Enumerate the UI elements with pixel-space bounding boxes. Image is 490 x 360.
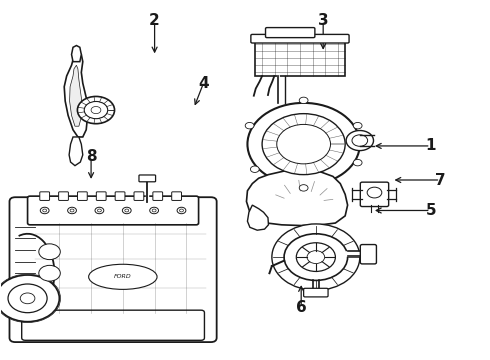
FancyBboxPatch shape <box>22 310 204 340</box>
Circle shape <box>247 103 360 185</box>
Text: 7: 7 <box>435 172 446 188</box>
Polygon shape <box>72 45 81 62</box>
Circle shape <box>91 107 101 114</box>
Circle shape <box>262 114 345 175</box>
FancyBboxPatch shape <box>115 192 125 201</box>
Circle shape <box>70 209 74 212</box>
Circle shape <box>299 185 308 191</box>
Circle shape <box>98 209 101 212</box>
Text: 3: 3 <box>318 13 328 28</box>
Circle shape <box>353 159 362 166</box>
Polygon shape <box>247 205 269 230</box>
Circle shape <box>20 293 35 304</box>
Circle shape <box>299 97 308 104</box>
Polygon shape <box>70 65 82 126</box>
Circle shape <box>150 207 159 214</box>
Circle shape <box>39 244 60 260</box>
Circle shape <box>43 209 47 212</box>
Circle shape <box>84 102 108 119</box>
FancyBboxPatch shape <box>134 192 144 201</box>
Circle shape <box>352 135 368 146</box>
Text: FORD: FORD <box>114 274 132 279</box>
Ellipse shape <box>89 264 157 289</box>
Circle shape <box>125 209 129 212</box>
Circle shape <box>95 207 104 214</box>
FancyBboxPatch shape <box>153 192 163 201</box>
Circle shape <box>367 187 382 198</box>
Polygon shape <box>246 169 347 226</box>
FancyBboxPatch shape <box>77 192 87 201</box>
FancyBboxPatch shape <box>59 192 69 201</box>
FancyBboxPatch shape <box>27 196 198 225</box>
FancyBboxPatch shape <box>40 192 49 201</box>
FancyBboxPatch shape <box>360 244 376 264</box>
Circle shape <box>179 209 183 212</box>
Circle shape <box>177 207 186 214</box>
FancyBboxPatch shape <box>172 192 181 201</box>
Circle shape <box>39 265 60 281</box>
Polygon shape <box>69 137 83 166</box>
Circle shape <box>0 275 59 321</box>
Circle shape <box>68 207 76 214</box>
Text: 4: 4 <box>198 76 209 91</box>
Circle shape <box>40 207 49 214</box>
Circle shape <box>277 125 331 164</box>
FancyBboxPatch shape <box>266 28 315 38</box>
Circle shape <box>346 131 373 150</box>
Text: 5: 5 <box>425 203 436 218</box>
Polygon shape <box>64 51 88 137</box>
Bar <box>255 40 345 76</box>
Text: 6: 6 <box>296 300 307 315</box>
Text: 1: 1 <box>425 139 436 153</box>
Circle shape <box>307 251 325 264</box>
FancyBboxPatch shape <box>9 197 217 342</box>
FancyBboxPatch shape <box>251 35 349 43</box>
Circle shape <box>284 234 347 280</box>
Circle shape <box>250 166 259 172</box>
FancyBboxPatch shape <box>139 175 156 182</box>
FancyBboxPatch shape <box>304 288 328 297</box>
Circle shape <box>77 96 115 124</box>
FancyBboxPatch shape <box>97 192 106 201</box>
Circle shape <box>353 122 362 129</box>
Text: 2: 2 <box>149 13 160 28</box>
FancyBboxPatch shape <box>360 182 389 207</box>
Circle shape <box>296 243 335 271</box>
Text: 8: 8 <box>86 149 97 164</box>
Circle shape <box>152 209 156 212</box>
Circle shape <box>8 284 47 313</box>
Circle shape <box>122 207 131 214</box>
Circle shape <box>245 122 254 129</box>
Ellipse shape <box>272 224 360 290</box>
